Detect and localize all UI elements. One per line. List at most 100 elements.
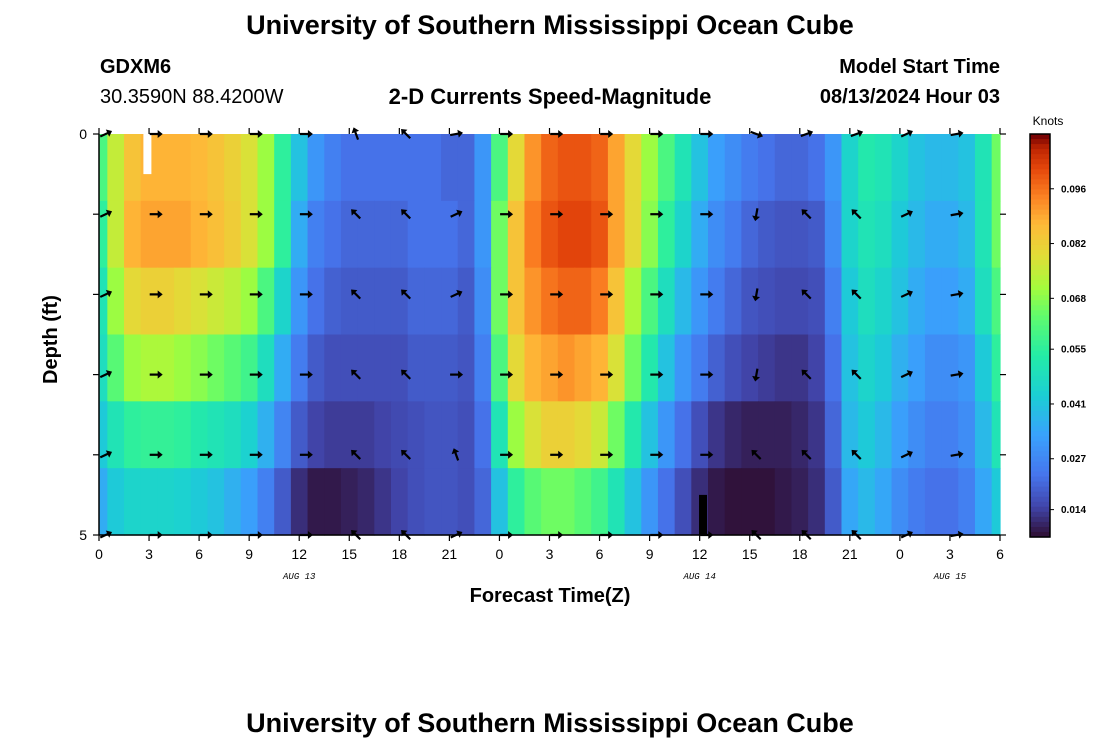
heatmap-cell bbox=[524, 401, 542, 469]
current-vector-arrow bbox=[500, 210, 514, 219]
heatmap-cell bbox=[157, 267, 175, 336]
heatmap-cell bbox=[741, 134, 759, 202]
heatmap-cell bbox=[107, 334, 125, 402]
heatmap-cell bbox=[541, 200, 559, 269]
current-vector-arrow bbox=[900, 530, 913, 539]
x-tick-label: 3 bbox=[946, 546, 954, 562]
heatmap-cell bbox=[124, 134, 142, 202]
current-vector-arrow bbox=[851, 449, 862, 460]
current-vector-arrow bbox=[801, 209, 812, 220]
colorbar-tick-label: 0.068 bbox=[1061, 294, 1086, 305]
heatmap-cell bbox=[574, 134, 592, 202]
colorbar-segment bbox=[1030, 466, 1050, 473]
current-vector-arrow bbox=[249, 370, 263, 379]
y-axis-label: Depth (ft) bbox=[40, 295, 62, 384]
heatmap-cell bbox=[140, 401, 158, 469]
heatmap-cell bbox=[507, 334, 526, 402]
heatmap-cell bbox=[424, 334, 442, 402]
current-vector-arrow bbox=[199, 290, 213, 299]
heatmap-cell bbox=[674, 401, 692, 469]
heatmap-cell bbox=[324, 468, 342, 536]
colorbar-segment bbox=[1030, 411, 1050, 417]
heatmap-cell bbox=[591, 401, 609, 469]
heatmap-cell bbox=[524, 468, 542, 536]
heatmap-cell bbox=[374, 134, 392, 202]
heatmap-cell bbox=[290, 267, 309, 336]
heatmap-cell bbox=[891, 468, 909, 536]
heatmap-cell bbox=[140, 200, 158, 269]
heatmap-cell bbox=[974, 401, 993, 469]
heatmap-cell bbox=[374, 267, 392, 336]
current-vector-arrow bbox=[650, 130, 664, 138]
heatmap-cell bbox=[824, 401, 843, 469]
current-vector-arrow bbox=[950, 209, 964, 218]
heatmap-cell bbox=[891, 334, 909, 402]
current-vector-arrow bbox=[900, 289, 913, 298]
current-vector-arrow bbox=[401, 449, 412, 460]
colorbar-segment bbox=[1030, 375, 1050, 382]
heatmap-cell bbox=[991, 267, 1001, 336]
colorbar-segment bbox=[1030, 179, 1050, 185]
heatmap-cell bbox=[274, 134, 292, 202]
heatmap-cell bbox=[157, 334, 175, 402]
chart-title-bottom: University of Southern Mississippi Ocean… bbox=[246, 708, 854, 738]
heatmap-cell bbox=[190, 468, 209, 536]
heatmap-cell bbox=[724, 334, 742, 402]
heatmap-cell bbox=[691, 334, 709, 402]
heatmap-cell bbox=[774, 334, 793, 402]
heatmap-cell bbox=[240, 200, 259, 269]
heatmap-cell bbox=[641, 401, 659, 469]
heatmap-cell bbox=[390, 134, 409, 202]
current-vector-arrow bbox=[851, 530, 862, 541]
heatmap-cell bbox=[557, 200, 576, 269]
current-vector-arrow bbox=[801, 530, 812, 541]
heatmap-cell bbox=[841, 267, 859, 336]
x-tick-label: 12 bbox=[692, 546, 708, 562]
heatmap-cell bbox=[841, 334, 859, 402]
heatmap-cell bbox=[441, 334, 459, 402]
heatmap-cell bbox=[841, 134, 859, 202]
heatmap-cell bbox=[457, 134, 476, 202]
heatmap-cell bbox=[224, 134, 242, 202]
heatmap-cell bbox=[257, 401, 275, 469]
colorbar-segment bbox=[1030, 526, 1050, 533]
heatmap-cell bbox=[924, 468, 943, 536]
colorbar-segment bbox=[1030, 496, 1050, 503]
heatmap-cell bbox=[424, 468, 442, 536]
heatmap-cell bbox=[290, 334, 309, 402]
heatmap-cell bbox=[574, 267, 592, 336]
colorbar-segment bbox=[1030, 229, 1050, 236]
heatmap-cell bbox=[357, 334, 375, 402]
heatmap-cell bbox=[741, 267, 759, 336]
heatmap-cell bbox=[99, 267, 108, 336]
heatmap-cell bbox=[174, 468, 192, 536]
current-vector-arrow bbox=[700, 210, 714, 219]
heatmap-cell bbox=[874, 200, 893, 269]
current-vector-arrow bbox=[550, 290, 564, 299]
current-vector-arrow bbox=[800, 129, 814, 138]
heatmap-cell bbox=[874, 134, 893, 202]
heatmap-cell bbox=[290, 401, 309, 469]
current-vector-arrow bbox=[149, 290, 163, 299]
heatmap-cell bbox=[340, 134, 359, 202]
current-vector-arrow bbox=[700, 531, 714, 539]
heatmap-cell bbox=[858, 401, 876, 469]
current-vector-arrow bbox=[600, 370, 614, 379]
current-vector-arrow bbox=[752, 208, 760, 222]
colorbar-segment bbox=[1030, 385, 1050, 392]
current-vector-arrow bbox=[249, 450, 263, 459]
heatmap-cell bbox=[507, 200, 526, 269]
current-vector-arrow bbox=[700, 290, 714, 299]
heatmap-cell bbox=[908, 200, 926, 269]
heatmap-cell bbox=[941, 267, 959, 336]
heatmap-cell bbox=[107, 401, 125, 469]
current-vector-arrow bbox=[751, 449, 762, 460]
colorbar-segment bbox=[1030, 199, 1050, 206]
current-vector-arrow bbox=[149, 130, 163, 138]
heatmap-cell bbox=[240, 468, 259, 536]
heatmap-cell bbox=[791, 334, 809, 402]
heatmap-cell bbox=[557, 267, 576, 336]
heatmap-cell bbox=[607, 134, 626, 202]
heatmap-cell bbox=[324, 134, 342, 202]
colorbar-segment bbox=[1030, 416, 1050, 422]
